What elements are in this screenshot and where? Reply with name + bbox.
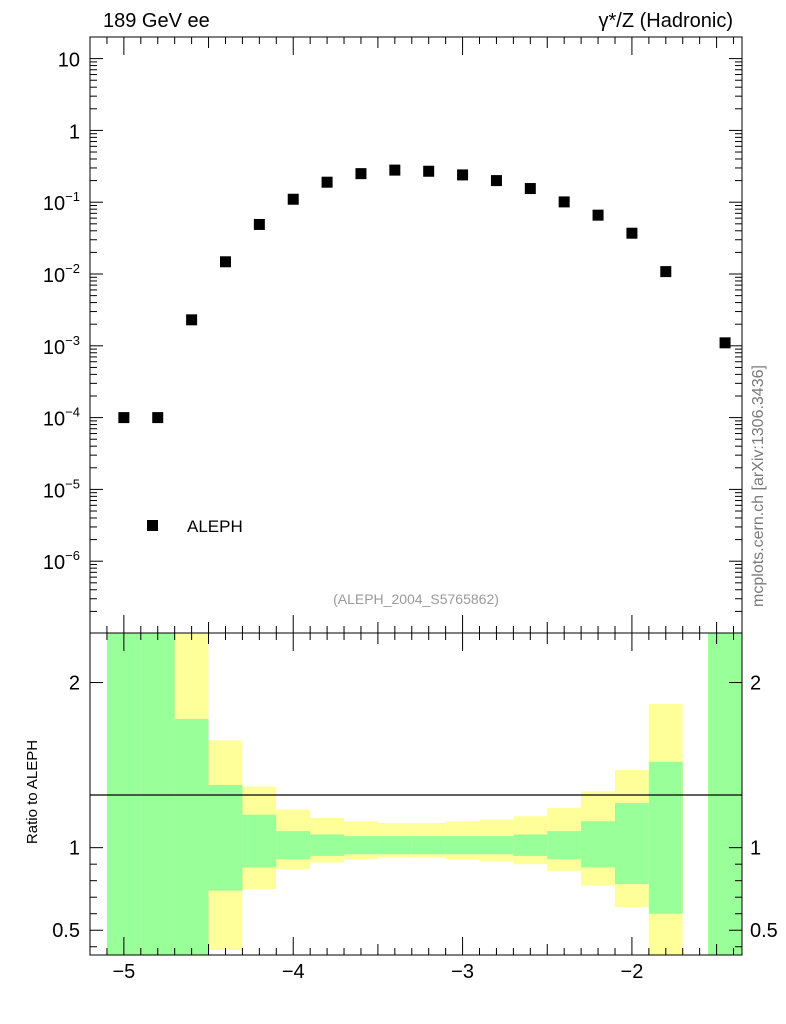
data-point [626, 227, 638, 239]
ratio-band-bin [547, 831, 582, 860]
legend-label: ALEPH [187, 517, 243, 536]
y-tick-label: 10−4 [43, 405, 80, 431]
ratio-band-bin [445, 836, 480, 855]
ratio-band-bin [310, 834, 345, 856]
chart-title-left: 189 GeV ee [103, 10, 210, 32]
y-tick-label: 10−2 [43, 261, 80, 287]
y-tick-label: 10−6 [43, 548, 80, 574]
ratio-y-axis-label: Ratio to ALEPH [24, 740, 41, 844]
main-y-tick-labels: 10−6 10−5 10−4 10−3 10−2 10−1 1 10 [43, 50, 80, 575]
ratio-band-bin [581, 821, 615, 868]
data-point [321, 176, 333, 188]
side-label: mcplots.cern.ch [arXiv:1306.3436] [750, 365, 767, 607]
legend-marker [147, 520, 158, 531]
data-point [152, 412, 164, 424]
y-tick-label: 1 [69, 121, 80, 143]
ratio-band-bin [479, 836, 514, 855]
x-tick-label: −2 [621, 961, 644, 983]
data-point [219, 256, 231, 268]
data-point [457, 169, 469, 181]
ratio-band-bin [708, 633, 742, 955]
data-point [592, 209, 604, 221]
ratio-bands [106, 633, 742, 955]
y-tick-label: 10−5 [43, 476, 80, 502]
data-point [186, 314, 198, 326]
y-tick-label: 10−3 [43, 333, 80, 359]
ratio-band-bin [344, 836, 378, 855]
data-point [287, 193, 299, 205]
ratio-axis-ticks [89, 633, 742, 955]
ratio-band-bin [208, 784, 243, 891]
x-tick-label: −5 [112, 961, 135, 983]
ratio-y-tick-label: 1 [69, 838, 80, 860]
ratio-y-tick-label: 2 [750, 673, 761, 695]
x-tick-labels: −5 −4 −3 −2 [112, 961, 643, 983]
analysis-watermark: (ALEPH_2004_S5765862) [333, 591, 499, 607]
chart-title-right: γ*/Z (Hadronic) [599, 10, 733, 32]
ratio-y-tick-label: 2 [69, 673, 80, 695]
ratio-band-bin [648, 761, 683, 914]
ratio-plot-panel: 0.5 0.5 1 1 2 2 Ratio to ALEPH [24, 632, 778, 956]
ratio-band-bin [411, 836, 446, 855]
ratio-band-bin [140, 633, 175, 955]
data-point [389, 164, 401, 176]
data-point [490, 175, 502, 187]
data-point [355, 168, 367, 180]
ratio-plot-frame [89, 632, 743, 956]
ratio-band-bin [174, 718, 209, 955]
data-point [524, 183, 536, 195]
main-plot-frame [89, 36, 743, 634]
x-tick-label: −3 [451, 961, 474, 983]
y-tick-label: 10−1 [43, 189, 80, 215]
ratio-band-bin [106, 633, 141, 955]
ratio-band-bin [377, 836, 412, 855]
data-point [118, 412, 130, 424]
data-point [660, 266, 672, 278]
ratio-y-tick-labels: 0.5 0.5 1 1 2 2 [52, 673, 778, 943]
y-tick-label: 10 [58, 50, 80, 72]
ratio-y-tick-label: 0.5 [52, 920, 80, 942]
data-points [118, 164, 731, 424]
ratio-y-tick-label: 0.5 [750, 920, 778, 942]
ratio-band-bin [242, 814, 277, 868]
main-plot-panel: 10−6 10−5 10−4 10−3 10−2 10−1 1 10 ALEPH (ALEPH… [43, 36, 743, 634]
data-point [558, 196, 570, 208]
main-axis-ticks [89, 36, 742, 634]
ratio-band-bin [276, 831, 311, 860]
data-point [253, 218, 265, 230]
ratio-band-bin [614, 803, 649, 884]
x-tick-label: −4 [282, 961, 305, 983]
data-point [423, 165, 435, 177]
ratio-y-tick-label: 1 [750, 838, 761, 860]
ratio-band-bin [513, 834, 548, 856]
data-point [719, 337, 731, 349]
